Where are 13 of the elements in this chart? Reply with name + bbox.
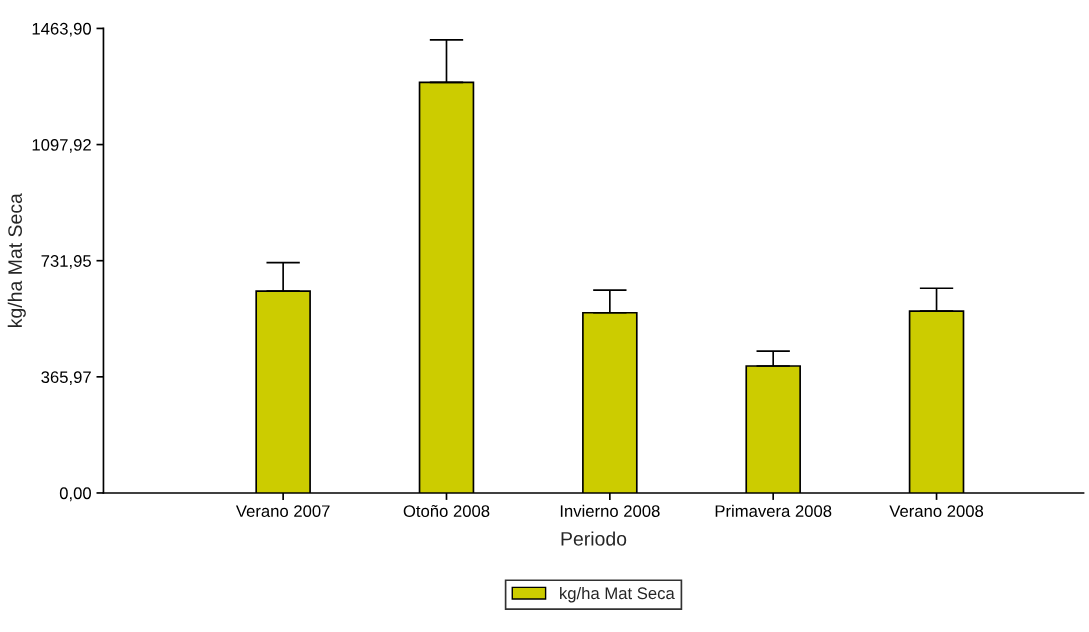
legend-label: kg/ha Mat Seca <box>560 586 675 603</box>
x-tick-label: Otoño 2008 <box>403 504 490 518</box>
x-tick-label: Verano 2008 <box>889 505 984 518</box>
y-tick-label: 0,00 <box>59 487 91 502</box>
y-tick-label: 1463,90 <box>32 22 91 37</box>
x-tick-label: Primavera 2008 <box>715 504 832 518</box>
x-tick-label: Verano 2007 <box>235 505 330 518</box>
y-tick-label: 1097,92 <box>32 138 91 153</box>
y-tick-label: 365,97 <box>41 371 91 385</box>
y-axis-title: kg/ha Mat Seca <box>7 193 26 327</box>
x-tick-label: Invierno 2008 <box>560 504 660 518</box>
y-tick-label: 731,95 <box>41 255 91 269</box>
x-axis-title: Periodo <box>561 531 627 546</box>
